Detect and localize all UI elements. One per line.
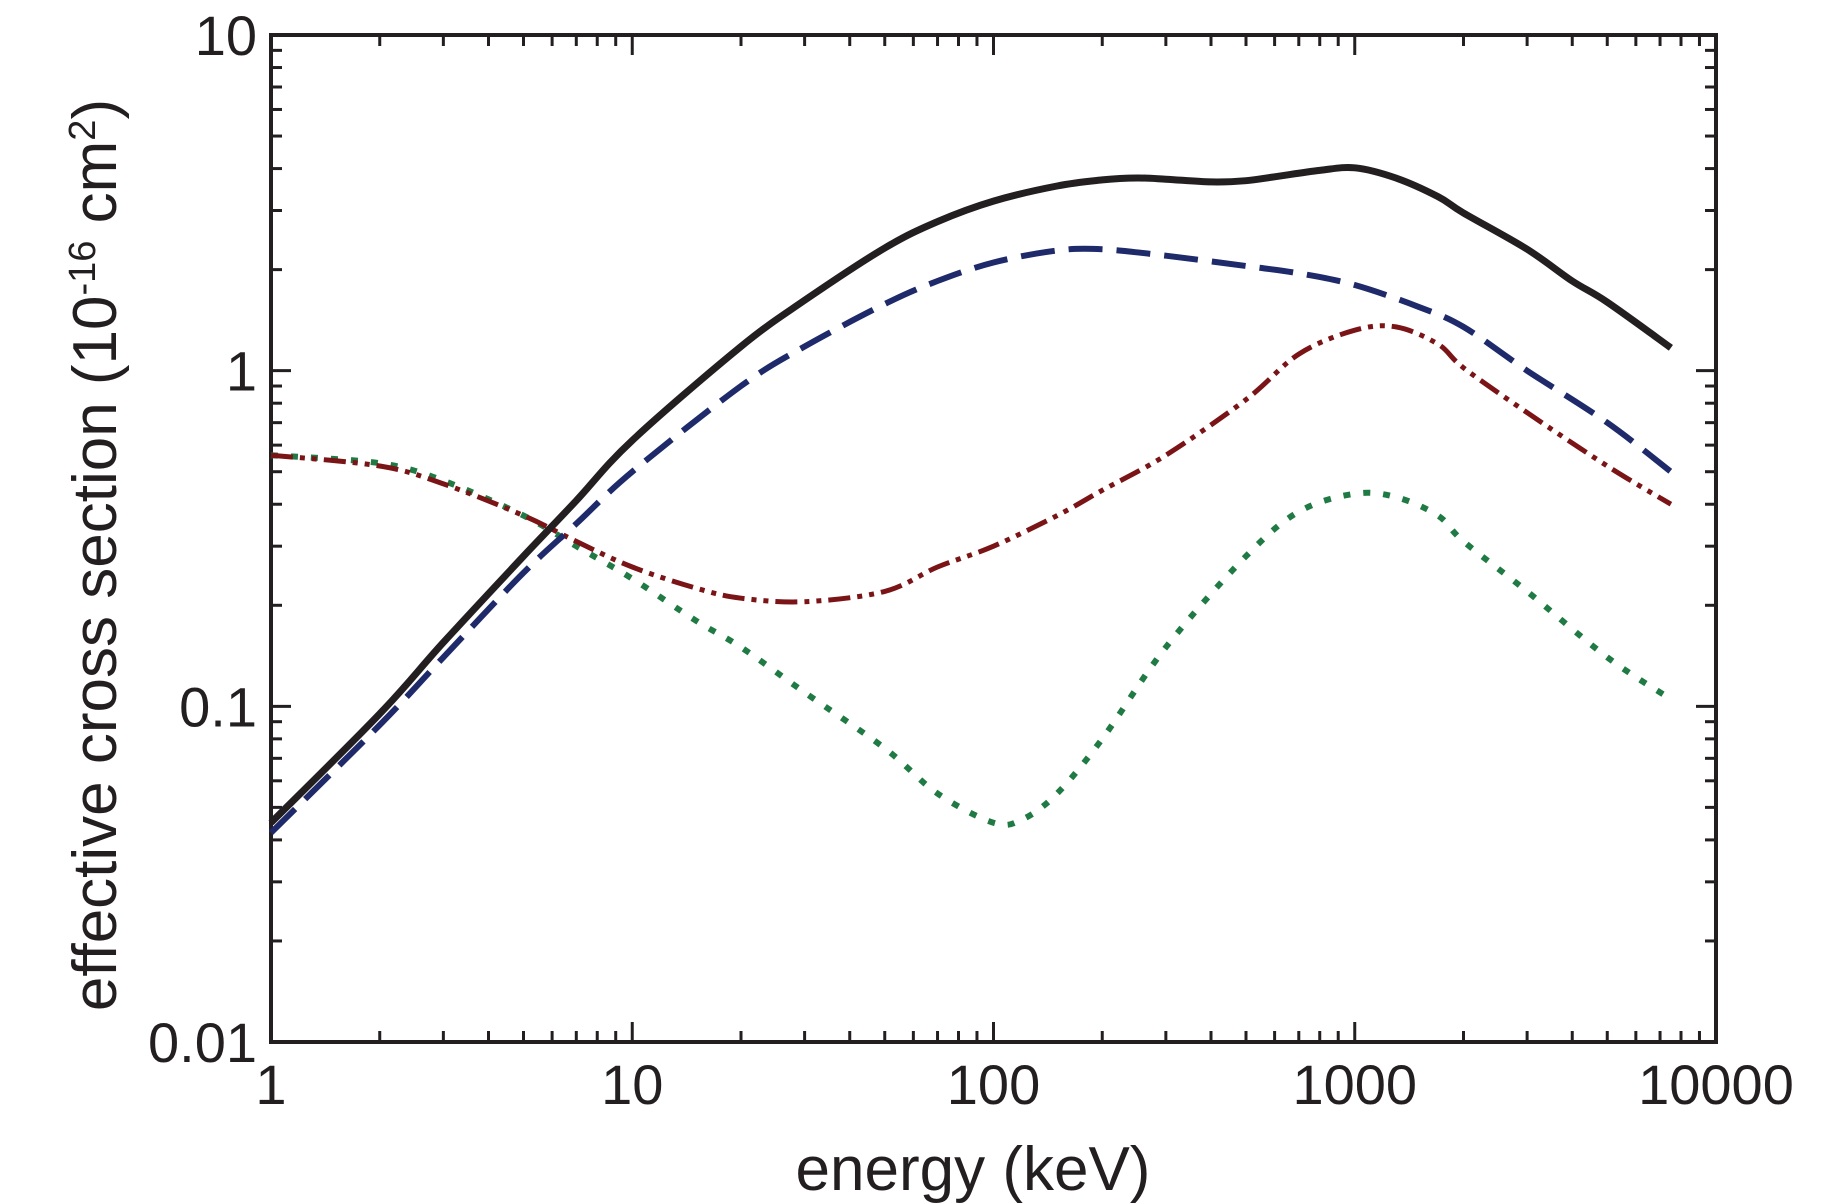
x-tick-label: 1 [255,1053,286,1116]
y-axis-title-unit-exponent: 2 [62,120,104,141]
x-tick-label: 1000 [1292,1053,1417,1116]
series-line-dashed [268,245,1673,835]
y-tick-label: 1 [226,340,257,403]
x-tick-label: 10 [601,1053,663,1116]
y-tick-labels: 0.01 0.1 1 10 [148,4,257,1074]
x-tick-label: 100 [947,1053,1040,1116]
x-tick-label: 10000 [1638,1053,1794,1116]
y-axis-title: effective cross section (10-16 cm2) [61,99,130,1011]
x-tick-labels: 1 10 100 1000 10000 [255,1053,1793,1116]
series-line-total [268,163,1673,826]
tick-marks [269,35,1716,1044]
y-tick-label: 0.1 [179,675,257,738]
y-axis-title-main: effective cross section (10 [61,295,130,1011]
plot-frame [269,33,1718,1044]
y-axis-title-unit: cm [61,141,130,241]
y-tick-label: 0.01 [148,1011,257,1074]
y-tick-label: 10 [195,4,257,67]
y-axis-title-exponent: -16 [62,241,104,296]
series-layer [268,163,1673,835]
series-line-dotted [270,452,1673,828]
y-axis-title-close: ) [61,99,130,120]
series-line-dash-dot-dot [270,323,1673,605]
x-axis-title: energy (keV) [796,1135,1151,1204]
